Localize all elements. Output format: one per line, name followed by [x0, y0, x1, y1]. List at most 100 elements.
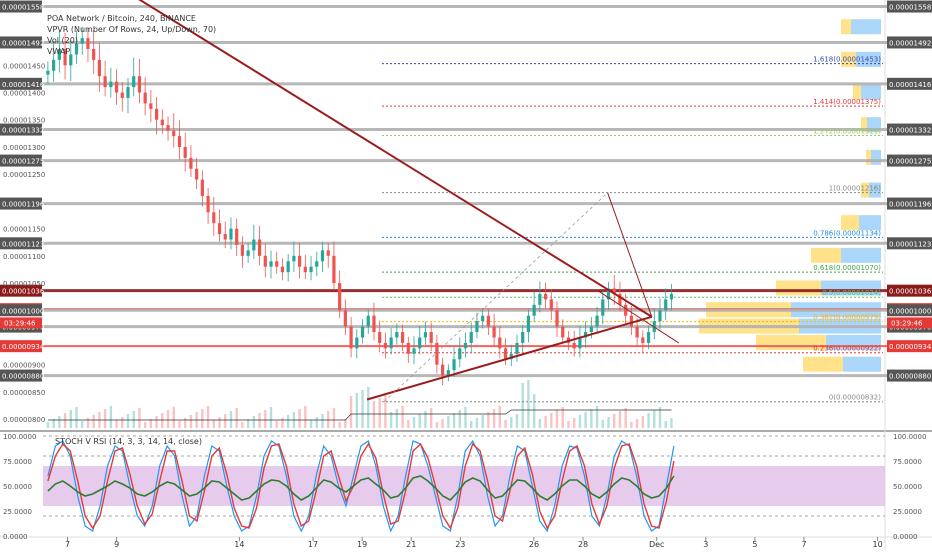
candle-body: [658, 310, 662, 322]
candle-body: [423, 332, 428, 338]
volume-bar: [601, 420, 604, 428]
fib-label: 1.272(0.00001321): [813, 128, 881, 136]
trendline: [138, 0, 653, 318]
volume-bar: [607, 417, 610, 428]
level-label-left: 0.00001332: [2, 127, 44, 135]
volume-bar: [229, 411, 233, 428]
volume-bar: [429, 408, 433, 428]
candle-body: [475, 321, 479, 333]
candle-body: [166, 125, 170, 131]
oscillator-left-label: 100.0000: [3, 433, 36, 441]
rsi-line: [47, 475, 675, 501]
candle-body: [406, 342, 410, 354]
candle-body: [332, 255, 336, 284]
candle-body: [343, 310, 347, 327]
price-tick-label: 0.00001400: [3, 90, 45, 98]
candle-body: [521, 332, 525, 343]
candle-body: [206, 195, 210, 213]
volume-bar: [401, 406, 404, 428]
candle-body: [52, 59, 56, 71]
candle-body: [149, 103, 153, 109]
candle-body: [463, 342, 468, 349]
volume-bar: [372, 401, 376, 428]
candle-body: [217, 223, 222, 235]
vpvr-up-bar: [843, 356, 881, 372]
price-tick-label: 0.00001050: [3, 280, 45, 288]
candle-body: [143, 92, 147, 104]
volume-bar: [578, 415, 582, 428]
candle-body: [269, 261, 273, 267]
level-label-left-box: [0, 197, 42, 210]
volume-bar: [355, 393, 359, 428]
oscillator-left-label: 50.0000: [3, 483, 32, 491]
candle-body: [86, 38, 90, 49]
volume-bar: [349, 396, 353, 428]
time-tick-label: 9: [114, 540, 119, 549]
volume-bar: [246, 419, 250, 428]
candle-body: [97, 59, 101, 77]
volume-bar: [121, 417, 124, 428]
volume-bar: [178, 421, 181, 428]
volume-bar: [624, 408, 627, 428]
candle-body: [383, 342, 388, 349]
candle-body: [526, 315, 531, 333]
level-label-left-box: [0, 77, 42, 90]
level-label-right-box: [887, 77, 932, 90]
level-label-left: 0.00001196: [2, 201, 45, 209]
time-tick-label: 7: [801, 540, 806, 549]
candle-body: [109, 81, 113, 88]
level-label-right: 0.00001196: [889, 201, 932, 209]
volume-bar: [498, 406, 502, 428]
candle-body: [46, 70, 50, 75]
candle-body: [132, 76, 136, 88]
candle-body: [195, 168, 199, 180]
volume-bar: [46, 422, 50, 428]
level-label-left: 0.00001000: [2, 307, 44, 315]
volume-bar: [635, 419, 639, 428]
level-label-right: 0.00001036: [889, 288, 932, 296]
volume-bar: [201, 409, 204, 428]
price-tick-label: 0.00000800: [3, 416, 45, 424]
legend-title: POA Network / Bitcoin, 240, BINANCE: [47, 14, 196, 23]
vpvr-down-bar: [861, 182, 869, 198]
level-label-left-box: [0, 237, 42, 250]
level-label-right: 0.00001332: [889, 127, 931, 135]
stoch-k-line: [47, 439, 675, 533]
level-label-left: 0.00001558: [2, 4, 44, 12]
volume-bar: [481, 415, 484, 428]
candle-body: [543, 293, 548, 300]
volume-bar: [464, 407, 467, 428]
price-tick-label: 0.00000900: [3, 362, 45, 370]
time-tick-label: 26: [529, 540, 539, 549]
candle-body: [252, 239, 256, 251]
vpvr-up-bar: [841, 247, 881, 263]
level-label-right-box: [887, 36, 932, 49]
level-label-right-box: [887, 304, 932, 317]
candle-body: [246, 250, 250, 256]
volume-bar: [92, 415, 95, 428]
candle-body: [57, 48, 61, 60]
candle-body: [532, 304, 536, 316]
candle-body: [69, 54, 73, 66]
vpvr-down-bar: [811, 247, 841, 263]
fib-anchor-line: [383, 192, 608, 402]
volume-bar: [384, 395, 387, 428]
level-label-left-box: [0, 154, 42, 167]
volume-bar: [52, 419, 55, 428]
candle-body: [498, 337, 502, 349]
candle-body: [229, 228, 233, 240]
oscillator-right-label: 25.0000: [893, 508, 922, 516]
price-tick-label: 0.00001350: [3, 117, 45, 125]
candle-body: [486, 315, 490, 327]
fib-label: 0.786(0.00001134): [813, 229, 881, 237]
candle-body: [509, 353, 513, 360]
candle-body: [624, 304, 628, 316]
level-label-left-box: [0, 36, 42, 49]
volume-bar: [212, 420, 216, 428]
volume-bar: [132, 411, 135, 428]
candle-body: [435, 342, 439, 365]
vpvr-down-bar: [803, 356, 843, 372]
candle-body: [315, 261, 319, 267]
candle-body: [137, 76, 142, 93]
